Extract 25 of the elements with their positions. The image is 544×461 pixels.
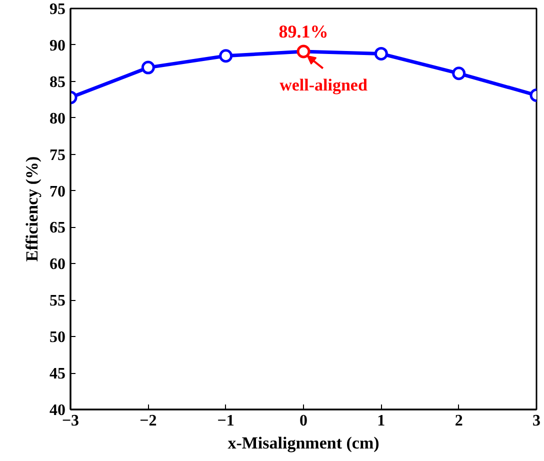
- x-tick-label: −1: [217, 412, 234, 430]
- y-tick-label: 90: [50, 37, 66, 54]
- annotation: well-aligned: [280, 76, 368, 95]
- y-tick-label: 55: [50, 292, 66, 310]
- point: [374, 46, 388, 60]
- x-tick-label: 2: [454, 412, 463, 430]
- x-tick-label: 3: [532, 412, 540, 430]
- annotation: 89.1%: [278, 22, 328, 42]
- x-tick-label: 0: [300, 412, 308, 430]
- y-tick-label: 85: [50, 74, 66, 91]
- y-tick-label: 60: [50, 256, 66, 274]
- point: [219, 49, 233, 63]
- y-tick-label: 95: [50, 1, 66, 18]
- y-tick-label: 65: [50, 220, 66, 237]
- point: [296, 44, 310, 58]
- y-tick-label: 75: [50, 146, 66, 164]
- x-tick-label: 1: [377, 412, 386, 430]
- y-tick-label: 45: [50, 366, 66, 383]
- y-tick-label: 70: [50, 183, 66, 200]
- y-tick-label: 80: [50, 110, 66, 128]
- y-axis-title: Efficiency (%): [22, 156, 42, 262]
- y-tick-label: 50: [50, 329, 66, 346]
- x-tick-label: −2: [140, 412, 157, 430]
- x-axis-title: x-Misalignment (cm): [228, 434, 380, 452]
- y-tick-label: 40: [50, 402, 66, 419]
